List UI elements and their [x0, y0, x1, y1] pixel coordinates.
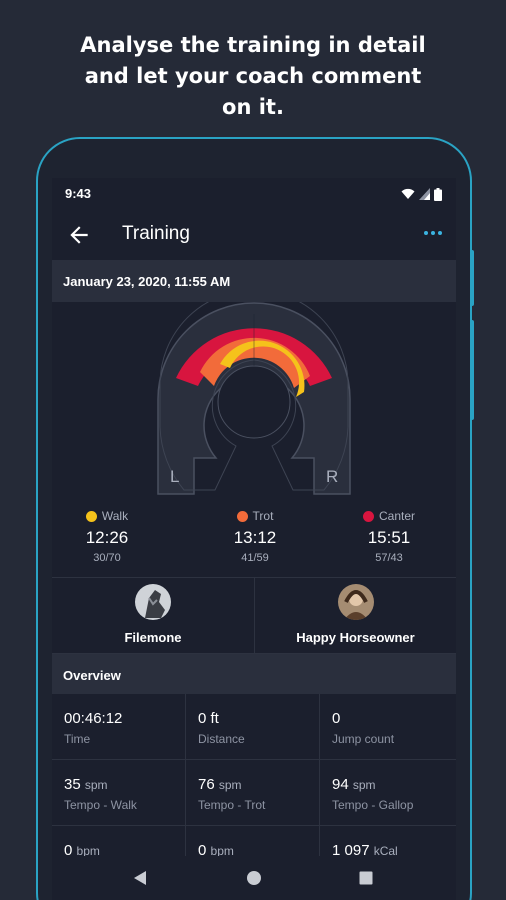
- gait-canter: Canter 15:51 57/43: [334, 508, 444, 564]
- gait-walk: Walk 12:26 30/70: [52, 508, 162, 564]
- arena-usage-chart: L R: [52, 302, 456, 502]
- more-options-icon[interactable]: [424, 231, 442, 235]
- stat-label: Distance: [198, 732, 245, 746]
- page-title: Training: [122, 223, 190, 244]
- arena-right-label: R: [326, 467, 338, 486]
- gait-time: 13:12: [233, 528, 277, 547]
- wifi-icon: [401, 188, 415, 199]
- horse-profile[interactable]: Filemone: [52, 578, 254, 654]
- system-nav-bar: [52, 856, 456, 900]
- signal-icon: [419, 188, 430, 200]
- stat-value: 0 ft: [198, 710, 219, 727]
- stat-tempo-walk: 35 spm Tempo - Walk: [52, 760, 186, 826]
- stat-value: 0: [332, 710, 341, 727]
- stat-value: 1 097: [332, 842, 370, 859]
- stat-unit: bpm: [76, 844, 100, 858]
- stat-distance: 0 ft Distance: [186, 694, 320, 760]
- arena-center: [217, 365, 291, 439]
- gait-split: 57/43: [375, 552, 403, 564]
- stat-unit: spm: [218, 778, 242, 792]
- canter-dot-icon: [362, 510, 374, 522]
- stat-time: 00:46:12 Time: [52, 694, 186, 760]
- gait-name: Canter: [378, 509, 416, 523]
- gait-split: 30/70: [93, 552, 121, 564]
- stat-value: 0: [198, 842, 207, 859]
- phone-screen: 9:43 Training January 23, 2020, 11:55 AM: [52, 178, 456, 900]
- stat-value: 94: [332, 776, 349, 793]
- stat-value: 35: [64, 776, 81, 793]
- nav-home-icon[interactable]: [246, 870, 262, 886]
- nav-back-icon[interactable]: [132, 870, 148, 886]
- status-time: 9:43: [65, 186, 92, 201]
- stat-tempo-trot: 76 spm Tempo - Trot: [186, 760, 320, 826]
- overview-header: Overview: [52, 654, 456, 694]
- headline-line-1: Analyse the training in detail: [80, 33, 426, 57]
- stat-value: 00:46:12: [64, 710, 123, 727]
- gait-name: Trot: [252, 509, 274, 523]
- horse-avatar: [135, 584, 171, 620]
- gait-name: Walk: [101, 509, 129, 523]
- canter-arc: [176, 328, 332, 386]
- stat-label: Tempo - Trot: [198, 798, 266, 812]
- gait-time: 15:51: [367, 528, 411, 547]
- stat-label: Tempo - Gallop: [332, 798, 414, 812]
- status-bar: 9:43: [52, 178, 456, 210]
- owner-profile[interactable]: Happy Horseowner: [254, 578, 456, 654]
- app-bar: Training: [52, 210, 456, 260]
- stat-label: Tempo - Walk: [64, 798, 137, 812]
- trot-dot-icon: [236, 510, 248, 522]
- gait-split: 41/59: [241, 552, 269, 564]
- stat-unit: bpm: [210, 844, 234, 858]
- phone-side-button: [470, 250, 474, 306]
- gait-trot: Trot 13:12 41/59: [200, 508, 310, 564]
- walk-dot-icon: [85, 510, 97, 522]
- battery-icon: [434, 187, 442, 201]
- session-date: January 23, 2020, 11:55 AM: [63, 274, 231, 289]
- headline-line-2: and let your coach comment: [84, 64, 422, 88]
- stat-unit: spm: [84, 778, 108, 792]
- stat-value: 76: [198, 776, 215, 793]
- horse-name: Filemone: [124, 630, 182, 645]
- back-arrow-icon[interactable]: [66, 222, 92, 248]
- arena-left-label: L: [170, 467, 179, 486]
- stat-label: Jump count: [332, 732, 395, 746]
- owner-avatar: [337, 584, 374, 620]
- stat-unit: kCal: [373, 844, 398, 858]
- headline-line-3: on it.: [222, 95, 284, 119]
- gait-summary: Walk 12:26 30/70 Trot 13:12 41/59 Canter…: [52, 508, 456, 574]
- stat-label: Time: [64, 732, 91, 746]
- stat-unit: spm: [352, 778, 376, 792]
- session-date-header: January 23, 2020, 11:55 AM: [52, 260, 456, 302]
- nav-recents-icon[interactable]: [358, 870, 374, 886]
- gait-time: 12:26: [85, 528, 129, 547]
- phone-side-button: [470, 320, 474, 420]
- headline: Analyse the training in detail and let y…: [0, 30, 506, 123]
- overview-title: Overview: [63, 668, 121, 683]
- owner-name: Happy Horseowner: [296, 630, 415, 645]
- stat-tempo-gallop: 94 spm Tempo - Gallop: [320, 760, 456, 826]
- stat-jump-count: 0 Jump count: [320, 694, 456, 760]
- participants: Filemone Happy Horseowner: [52, 577, 456, 654]
- stat-value: 0: [64, 842, 73, 859]
